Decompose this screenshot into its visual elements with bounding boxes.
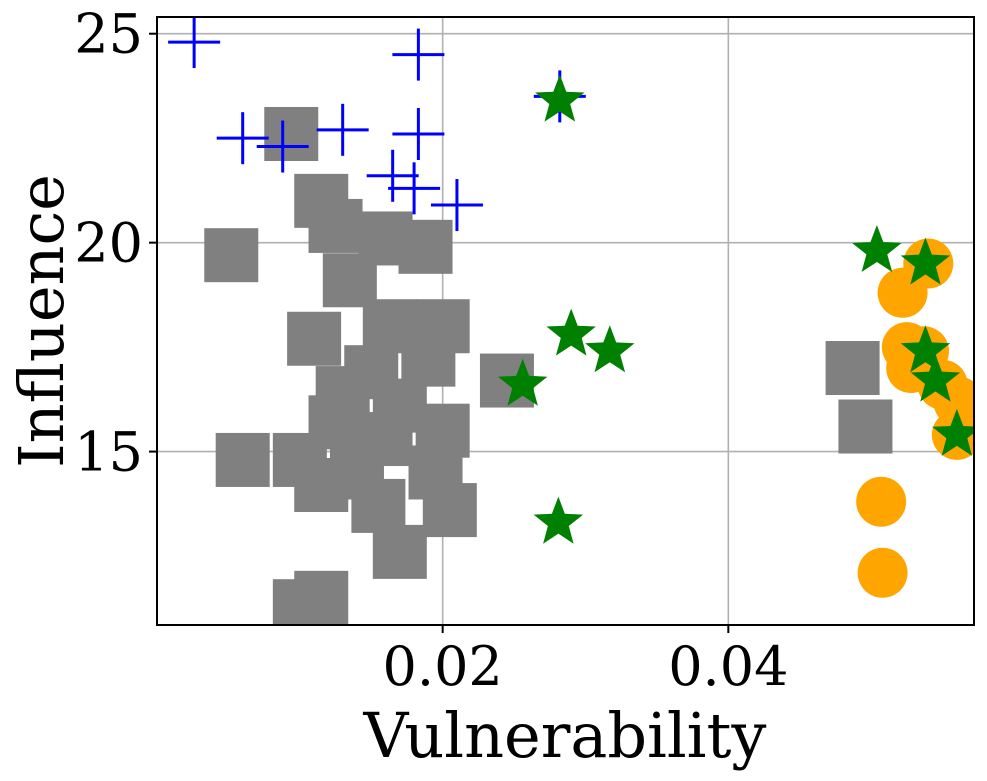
gray-square-point (287, 311, 342, 366)
blue-plus-point (392, 108, 445, 161)
gray-square-point (308, 198, 363, 253)
y-tick-label: 25 (74, 3, 143, 66)
data-points (168, 17, 974, 625)
green-star-point (585, 325, 635, 373)
blue-plus-point (168, 17, 221, 69)
y-tick-label: 15 (74, 421, 143, 484)
blue-plus-point (430, 179, 483, 232)
axis-ticks: 0.02 0.04 15 20 25 (74, 3, 788, 698)
green-star-point (546, 308, 596, 356)
x-axis-label: Vulnerability (363, 699, 767, 772)
y-axis-label: Influence (5, 174, 78, 468)
gray-square-point (351, 478, 406, 533)
gray-square-point (401, 332, 456, 387)
gray-square-point (422, 483, 477, 538)
plot-frame (156, 16, 975, 626)
gray-square-point (264, 107, 319, 162)
green-star-point (497, 358, 548, 406)
blue-plus-point (388, 162, 441, 215)
green-star-point (533, 496, 584, 544)
green-star-point (910, 354, 961, 402)
gray-square-point (825, 341, 880, 396)
gray-square-point (372, 524, 427, 579)
gray-square-point (322, 253, 377, 308)
green-star-point (852, 225, 902, 272)
green-star-point (932, 408, 974, 456)
blue-plus-point (366, 149, 419, 202)
gray-square-point (838, 399, 893, 454)
blue-plus-point (256, 120, 309, 173)
blue-plus-point (392, 28, 445, 81)
x-tick-label: 0.02 (383, 635, 503, 698)
orange-circle-point (856, 476, 907, 527)
gray-square-point (398, 219, 453, 274)
y-tick-label: 20 (74, 212, 143, 275)
gray-square-point (294, 570, 349, 625)
gray-square-point (294, 458, 349, 513)
x-tick-label: 0.04 (668, 635, 788, 698)
blue-plus-point (316, 103, 369, 156)
green-star-point (535, 74, 585, 122)
green-star-point (900, 325, 951, 373)
blue-plus-point (216, 112, 269, 165)
green-star-point (900, 237, 951, 285)
gray-square-point (204, 228, 259, 283)
gray-square-point (215, 432, 270, 487)
orange-circle-point (857, 547, 908, 598)
